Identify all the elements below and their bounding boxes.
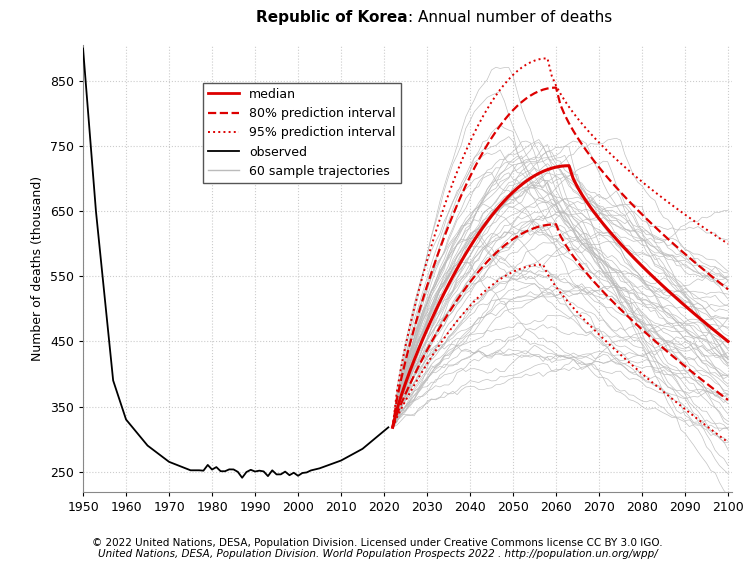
Legend: median, 80% prediction interval, 95% prediction interval, observed, 60 sample tr: median, 80% prediction interval, 95% pre…: [203, 83, 401, 183]
Text: Republic of Korea: Republic of Korea: [256, 10, 408, 25]
Text: United Nations, DESA, Population Division. World Population Prospects 2022 . htt: United Nations, DESA, Population Divisio…: [97, 549, 658, 559]
Text: © 2022 United Nations, DESA, Population Division. Licensed under Creative Common: © 2022 United Nations, DESA, Population …: [92, 538, 663, 548]
Y-axis label: Number of deaths (thousand): Number of deaths (thousand): [32, 176, 45, 362]
Text: : Annual number of deaths: : Annual number of deaths: [408, 10, 612, 25]
